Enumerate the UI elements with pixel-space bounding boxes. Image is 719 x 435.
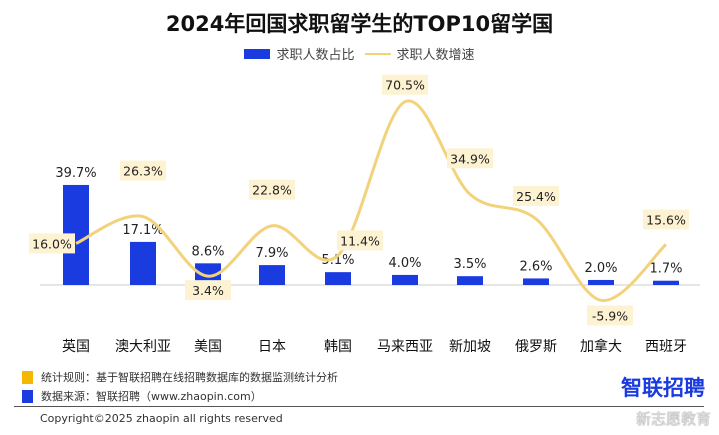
- bar-label: 8.6%: [191, 244, 224, 259]
- chart-area: 39.7% 英国 17.1% 澳大利亚 8.6% 美国 7.9% 日本 5.1% 韩国 4.0% 马来…: [29, 74, 700, 355]
- bar-label: 5.1%: [321, 253, 354, 268]
- line-label: 25.4%: [516, 189, 556, 204]
- legend: 求职人数占比 求职人数增速: [0, 44, 719, 63]
- category-label: 韩国: [324, 339, 352, 355]
- zhaopin-logo: 智联招聘: [621, 376, 705, 400]
- divider: [14, 406, 704, 407]
- line-label: 16.0%: [32, 236, 72, 251]
- line-label-box: [337, 230, 383, 251]
- category-label: 澳大利亚: [115, 339, 171, 355]
- legend-bar-label: 求职人数占比: [276, 48, 355, 63]
- copyright: Copyright©2025 zhaopin all rights reserv…: [40, 412, 283, 425]
- bar-label: 7.9%: [255, 246, 288, 261]
- bar: [653, 280, 679, 285]
- line-label: 26.3%: [123, 164, 163, 179]
- line-label-box: [513, 185, 559, 206]
- category-label: 日本: [258, 339, 286, 355]
- line-label: 70.5%: [385, 78, 425, 93]
- footer-rule: 统计规则：基于智联招聘在线招聘数据库的数据监测统计分析: [22, 369, 338, 385]
- line-label-box: [587, 305, 633, 326]
- source-text: 数据来源：智联招聘（www.zhaopin.com）: [41, 390, 262, 403]
- line-label: 11.4%: [340, 233, 380, 248]
- line-label: 15.6%: [646, 212, 686, 227]
- bar: [523, 278, 549, 285]
- line-label-box: [120, 160, 166, 181]
- line-label-box: [185, 280, 231, 301]
- line-label: 34.9%: [450, 151, 490, 166]
- bar: [259, 265, 285, 285]
- line-label: -5.9%: [592, 308, 628, 323]
- bar: [130, 241, 156, 285]
- line-label: 22.8%: [252, 183, 292, 198]
- source-swatch: [22, 389, 33, 403]
- category-label: 美国: [194, 339, 222, 355]
- legend-bar-swatch: [244, 48, 271, 59]
- rule-swatch: [22, 370, 33, 384]
- legend-line-swatch: [364, 52, 391, 55]
- bar: [392, 274, 418, 285]
- bar-label: 4.0%: [388, 256, 421, 271]
- watermark: 新志愿教育: [635, 410, 711, 428]
- category-label: 西班牙: [645, 339, 687, 355]
- category-label: 新加坡: [449, 339, 491, 355]
- line-label-box: [643, 209, 689, 230]
- line-label-box: [29, 233, 75, 254]
- bar-label: 2.0%: [584, 261, 617, 276]
- line-label-box: [249, 179, 295, 200]
- footer-source: 数据来源：智联招聘（www.zhaopin.com）: [22, 388, 262, 404]
- bar: [588, 279, 614, 285]
- line-label-box: [382, 74, 428, 95]
- category-label: 英国: [62, 338, 90, 355]
- category-label: 俄罗斯: [515, 339, 557, 355]
- bar: [457, 276, 483, 285]
- bar: [195, 263, 221, 285]
- bar-label: 1.7%: [649, 262, 682, 277]
- bar-label: 3.5%: [453, 257, 486, 272]
- category-label: 马来西亚: [377, 339, 433, 355]
- chart-title: 2024年回国求职留学生的TOP10留学国: [165, 12, 554, 36]
- growth-line: [75, 99, 668, 302]
- line-label: 3.4%: [192, 283, 224, 298]
- bar-label: 2.6%: [519, 259, 552, 274]
- line-label-box: [447, 148, 493, 169]
- bar-label: 39.7%: [55, 166, 96, 181]
- bar: [325, 272, 351, 285]
- category-label: 加拿大: [580, 338, 622, 355]
- rule-text: 统计规则：基于智联招聘在线招聘数据库的数据监测统计分析: [41, 371, 338, 384]
- legend-line-label: 求职人数增速: [396, 48, 475, 63]
- bar-label: 17.1%: [122, 223, 163, 238]
